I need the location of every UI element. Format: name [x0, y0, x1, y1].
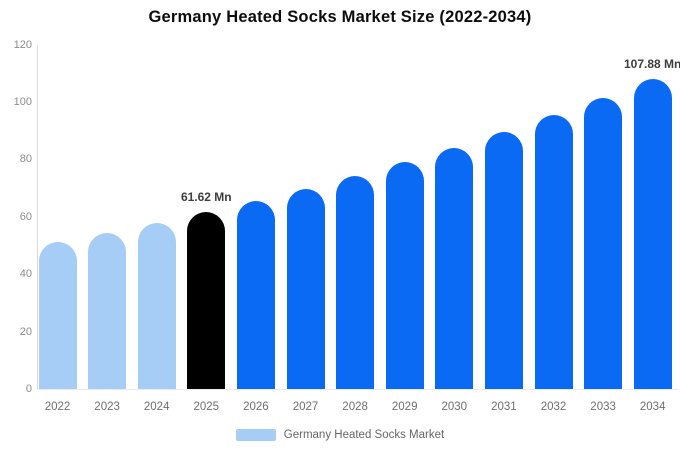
x-tick-label-2027: 2027: [292, 401, 319, 413]
y-tick-label: 0: [25, 383, 32, 395]
bar-2025[interactable]: [187, 212, 226, 389]
legend-swatch: [235, 429, 276, 441]
x-tick-label-2024: 2024: [143, 401, 170, 413]
y-tick-label: 40: [19, 268, 32, 281]
x-tick-label-2023: 2023: [94, 401, 120, 413]
x-tick-label-2033: 2033: [590, 401, 616, 413]
bar-2033[interactable]: [584, 97, 623, 389]
bar-2024[interactable]: [137, 222, 176, 389]
x-tick-label-2032: 2032: [540, 401, 567, 413]
bar-2023[interactable]: [88, 232, 127, 389]
x-tick-label-2025: 2025: [193, 401, 220, 413]
bar-2028[interactable]: [336, 175, 375, 389]
y-tick-label: 80: [19, 153, 32, 166]
value-label-2034: 107.88 Mn: [624, 57, 680, 72]
bar-2030[interactable]: [435, 147, 474, 389]
bar-2022[interactable]: [38, 242, 77, 389]
bar-2027[interactable]: [286, 188, 325, 389]
x-tick-label-2026: 2026: [243, 401, 269, 413]
x-tick-label-2034: 2034: [639, 401, 666, 413]
bar-2026[interactable]: [236, 200, 275, 389]
bar-2032[interactable]: [534, 115, 573, 389]
bar-2029[interactable]: [385, 162, 424, 389]
y-tick-label: 60: [19, 210, 32, 223]
chart-title: Germany Heated Socks Market Size (2022-2…: [148, 8, 532, 26]
x-tick-label-2029: 2029: [391, 401, 418, 413]
bar-2034[interactable]: [633, 79, 672, 389]
value-label-2025: 61.62 Mn: [180, 190, 232, 205]
legend-label: Germany Heated Socks Market: [283, 429, 445, 441]
legend[interactable]: Germany Heated Socks Market: [0, 428, 680, 442]
x-tick-label-2030: 2030: [441, 401, 468, 413]
x-baseline: [37, 389, 678, 390]
y-tick-label: 120: [13, 38, 32, 51]
x-tick-label-2022: 2022: [44, 401, 71, 413]
y-tick-label: 100: [13, 96, 32, 108]
bar-2031[interactable]: [484, 132, 523, 389]
x-tick-label-2031: 2031: [491, 401, 517, 413]
y-axis-line: [37, 44, 38, 390]
y-tick-label: 20: [19, 325, 32, 338]
x-tick-label-2028: 2028: [342, 401, 368, 413]
